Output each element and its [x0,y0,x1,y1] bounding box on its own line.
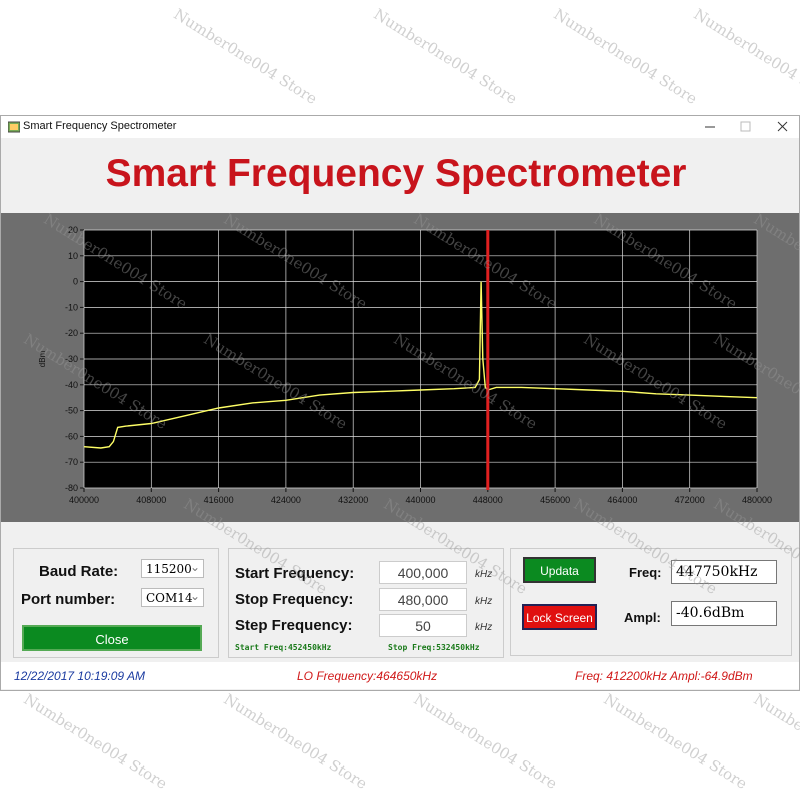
stop-input[interactable]: 480,000 [379,588,467,611]
stop-info: Stop Freq:532450kHz [388,643,480,652]
stop-unit: kHz [475,596,493,607]
step-unit: kHz [475,622,493,633]
status-bar [1,662,799,689]
y-tick-label: 20 [68,225,78,235]
baud-value: 115200 [146,562,192,576]
x-tick-label: 456000 [540,495,570,505]
start-info: Start Freq:452450kHz [235,643,332,652]
baud-select[interactable]: 115200 ⌄ [141,559,204,578]
y-tick-label: 0 [73,277,78,287]
watermark: Number0ne004 Store [410,690,561,793]
freq-value: 447750kHz [671,560,777,584]
watermark: Number0ne004 Store [750,690,800,793]
start-unit: kHz [475,569,493,580]
frequency-group [228,548,504,658]
freq-label: Freq: [629,565,662,580]
connection-group [13,548,219,658]
readout-group [510,548,792,656]
watermark: Number0ne004 Store [550,5,701,108]
step-label: Step Frequency: [235,617,353,634]
status-reading: Freq: 412200kHz Ampl:-64.9dBm [575,669,753,683]
port-value: COM14 [146,591,193,605]
header: Smart Frequency Spectrometer [1,138,799,213]
watermark: Number0ne004 Store [370,5,521,108]
ampl-value: -40.6dBm [671,601,777,626]
x-tick-label: 432000 [338,495,368,505]
close-button[interactable]: Close [22,625,202,651]
x-tick-label: 424000 [271,495,301,505]
port-select[interactable]: COM14 ⌄ [141,588,204,607]
watermark: Number0ne004 Store [600,690,751,793]
start-label: Start Frequency: [235,565,355,582]
watermark: Number0ne004 Store [20,690,171,793]
y-tick-label: -10 [65,302,78,312]
title-bar: Smart Frequency Spectrometer [1,116,799,138]
x-tick-label: 472000 [675,495,705,505]
app-icon [8,121,20,133]
status-datetime: 12/22/2017 10:19:09 AM [14,669,145,683]
baud-label: Baud Rate: [39,563,119,580]
step-input[interactable]: 50 [379,614,467,637]
watermark: Number0ne004 Store [220,690,371,793]
x-tick-label: 440000 [405,495,435,505]
trace-line [83,281,758,449]
x-tick-label: 448000 [473,495,503,505]
window-buttons[interactable] [701,120,796,134]
update-button[interactable]: Updata [523,557,596,583]
x-tick-label: 416000 [204,495,234,505]
x-tick-label: 408000 [136,495,166,505]
watermark: Number0ne004 Store [690,5,800,108]
start-input[interactable]: 400,000 [379,561,467,584]
y-tick-label: 10 [68,251,78,261]
window-title: Smart Frequency Spectrometer [23,120,177,132]
chart: -80 -70 -60 -50 -40 -30 -20 -10 0 10 20 400000 40800… [1,213,799,522]
y-axis-label: dBm [38,350,47,367]
stop-label: Stop Frequency: [235,591,354,608]
y-tick-label: -80 [65,483,78,493]
y-tick-label: -60 [65,431,78,441]
y-tick-label: -70 [65,457,78,467]
ampl-label: Ampl: [624,610,661,625]
y-tick-label: -30 [65,354,78,364]
y-tick-label: -20 [65,328,78,338]
y-tick-label: -50 [65,406,78,416]
y-tick-label: -40 [65,380,78,390]
status-lo: LO Frequency:464650kHz [297,669,438,683]
port-label: Port number: [21,591,116,608]
header-title: Smart Frequency Spectrometer [105,152,687,195]
watermark: Number0ne004 Store [170,5,321,108]
lock-button[interactable]: Lock Screen [522,604,597,630]
x-tick-label: 464000 [607,495,637,505]
x-tick-label: 400000 [69,495,99,505]
x-tick-label: 480000 [742,495,772,505]
